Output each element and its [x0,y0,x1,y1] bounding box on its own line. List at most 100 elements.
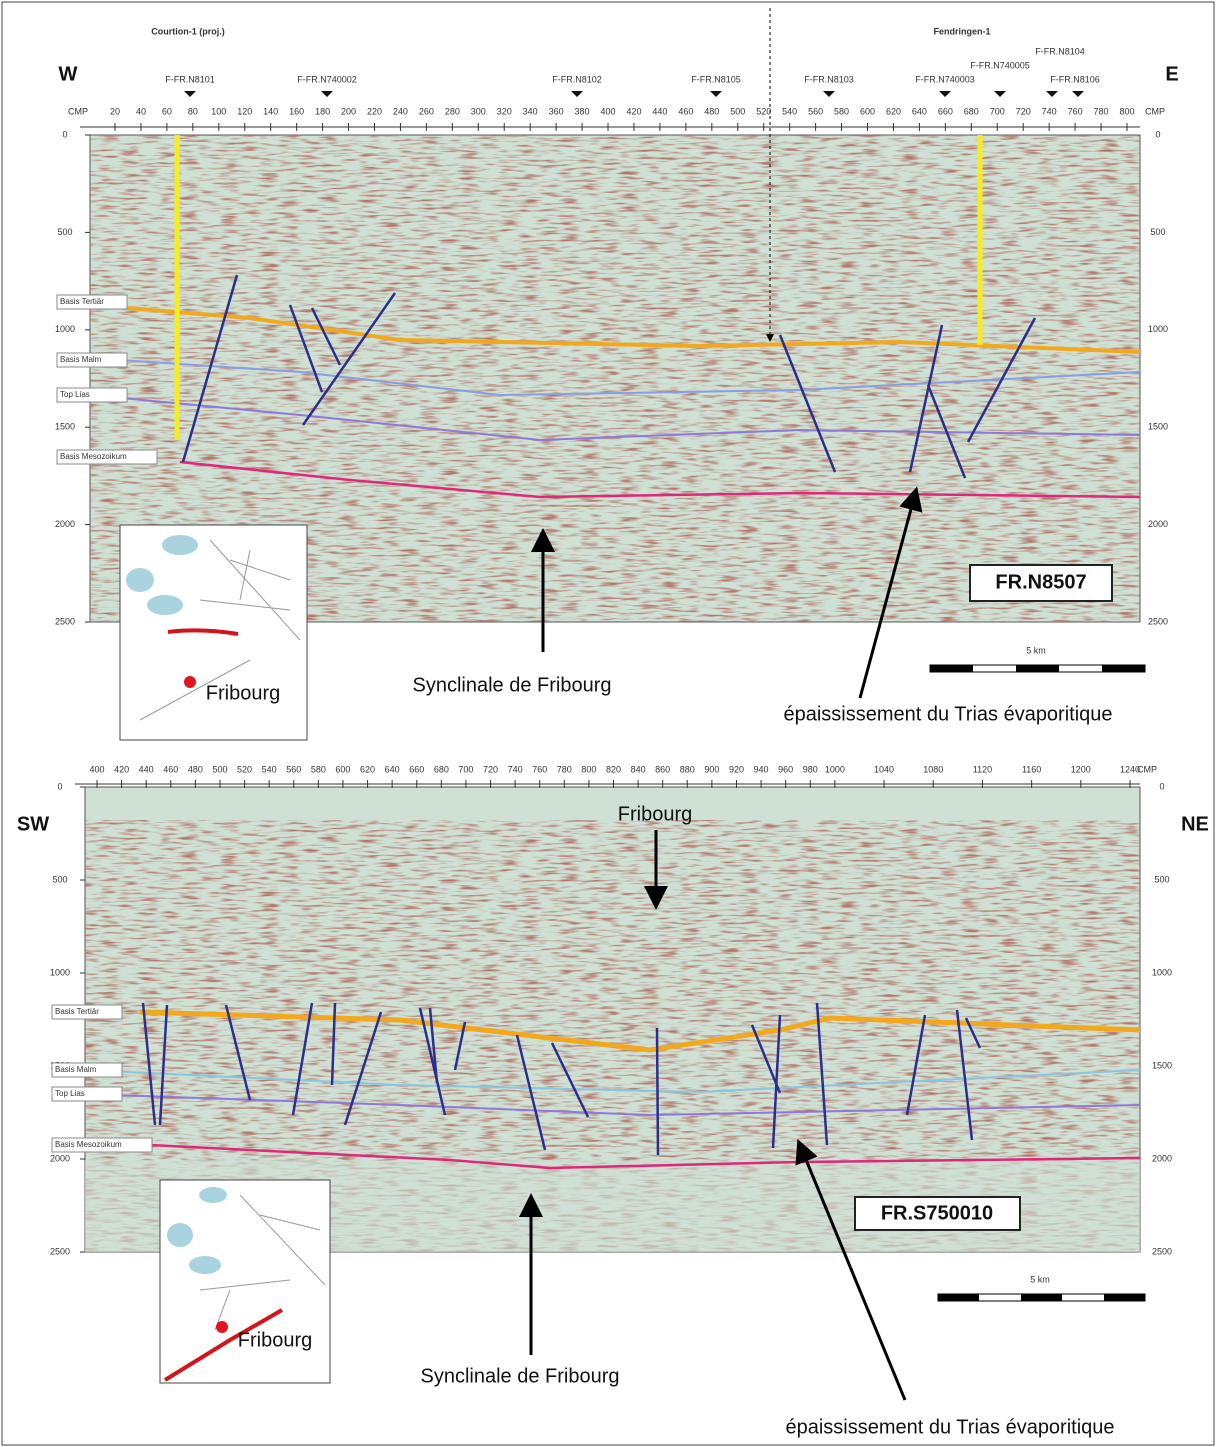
horizon-label: Basis Malm [55,1065,97,1074]
cmp-tick-label: 700 [990,106,1005,116]
cmp-tick-label: 560 [286,764,301,774]
time-tick-label: 2500 [50,1246,70,1256]
shotpoint-marker [571,91,583,97]
time-tick-label: 2000 [50,1153,70,1163]
cmp-tick-label: 860 [655,764,670,774]
cmp-tick-label: 580 [311,764,326,774]
cmp-tick-label: 960 [778,764,793,774]
cmp-tick-label: 380 [575,106,590,116]
cmp-tick-label: 520 [237,764,252,774]
cmp-tick-label: 420 [626,106,641,116]
horizon-label: Top Lias [55,1089,85,1098]
cmp-tick-label: 680 [434,764,449,774]
time-tick-label: 500 [57,227,72,237]
cmp-tick-label: 880 [680,764,695,774]
cmp-tick-label: 840 [631,764,646,774]
cmp-tick-label: 300 [471,106,486,116]
direction-label: E [1165,63,1178,85]
horizon-label: Top Lias [60,390,90,399]
cmp-tick-label: 980 [803,764,818,774]
annotation: épaississement du Trias évaporitique [785,1416,1114,1438]
cmp-tick-label: 400 [601,106,616,116]
cmp-tick-label: 140 [263,106,278,116]
time-tick-label: 2500 [1148,616,1168,626]
inset-label: Fribourg [206,682,280,704]
cmp-tick-label: 680 [964,106,979,116]
cmp-tick-label: 540 [262,764,277,774]
cmp-tick-label: 320 [497,106,512,116]
cmp-tick-label: 740 [1042,106,1057,116]
cmp-tick-label: 800 [581,764,596,774]
shotpoint-label: F-FR.N8106 [1050,74,1100,84]
cmp-tick-label: 640 [912,106,927,116]
cmp-tick-label: 100 [211,106,226,116]
cmp-tick-label: 280 [445,106,460,116]
figure: WECMPCMP20406080100120140160180200220240… [0,0,1216,1447]
line-name: FR.N8507 [995,571,1086,593]
scale-label: 5 km [1030,1274,1050,1284]
cmp-tick-label: 940 [754,764,769,774]
cmp-tick-label: 1200 [1071,764,1091,774]
shotpoint-label: F-FR.N740005 [970,60,1030,70]
cmp-tick-label: 800 [1119,106,1134,116]
time-tick-label: 1500 [55,422,75,432]
well-label: Courtion-1 (proj.) [151,26,225,36]
cmp-tick-label: 1120 [973,764,992,774]
cmp-tick-label: 460 [678,106,693,116]
shotpoint-label: F-FR.N740002 [297,74,357,84]
inset-label: Fribourg [238,1329,312,1351]
time-tick-label: 0 [57,781,62,791]
cmp-tick-label: 500 [730,106,745,116]
time-tick-label: 1500 [1152,1060,1172,1070]
cmp-tick-label: 760 [532,764,547,774]
time-tick-label: 0 [62,129,67,139]
cmp-tick-label: 1000 [825,764,845,774]
annotation: Synclinale de Fribourg [413,674,612,696]
cmp-tick-label: 1240 [1120,764,1140,774]
shotpoint-marker [184,91,196,97]
cmp-tick-label: 640 [385,764,400,774]
scale-bar [930,665,1145,672]
cmp-tick-label: 720 [483,764,498,774]
cmp-tick-label: 440 [652,106,667,116]
time-tick-label: 0 [1159,781,1164,791]
shotpoint-marker [1072,91,1084,97]
cmp-tick-label: 260 [419,106,434,116]
cmp-tick-label: 720 [1016,106,1031,116]
annotation: Fribourg [618,803,692,825]
shotpoint-label: F-FR.N8102 [552,74,602,84]
horizon-label: Basis Malm [60,355,102,364]
cmp-tick-label: 20 [110,106,120,116]
cmp-tick-label: 180 [315,106,330,116]
well-label: Fendringen-1 [933,26,990,36]
cmp-tick-label: 780 [557,764,572,774]
shotpoint-label: F-FR.N8103 [804,74,854,84]
cmp-tick-label: 460 [163,764,178,774]
scale-label: 5 km [1026,645,1046,655]
cmp-tick-label: 1040 [874,764,894,774]
time-tick-label: 500 [52,874,67,884]
cmp-tick-label: 120 [237,106,252,116]
cmp-tick-label: 80 [188,106,198,116]
cmp-tick-label: 600 [860,106,875,116]
shotpoint-marker [321,91,333,97]
cmp-tick-label: 1160 [1022,764,1041,774]
cmp-tick-label: 900 [704,764,719,774]
cmp-tick-label: 160 [289,106,304,116]
time-tick-label: 1000 [50,967,70,977]
annotation: épaississement du Trias évaporitique [783,703,1112,725]
time-tick-label: 2500 [55,616,75,626]
direction-label: NE [1181,813,1209,835]
cmp-tick-label: 540 [782,106,797,116]
shotpoint-label: F-FR.N8101 [165,74,215,84]
cmp-tick-label: 220 [367,106,382,116]
axis-label: CMP [1145,106,1165,116]
horizon-label: Basis Mesozoikum [55,1140,122,1149]
direction-label: SW [17,813,49,835]
cmp-tick-label: 480 [188,764,203,774]
cmp-tick-label: 740 [508,764,523,774]
cmp-tick-label: 440 [139,764,154,774]
time-tick-label: 2000 [1148,519,1168,529]
shotpoint-label: F-FR.N8104 [1035,46,1085,56]
cmp-tick-label: 620 [886,106,901,116]
